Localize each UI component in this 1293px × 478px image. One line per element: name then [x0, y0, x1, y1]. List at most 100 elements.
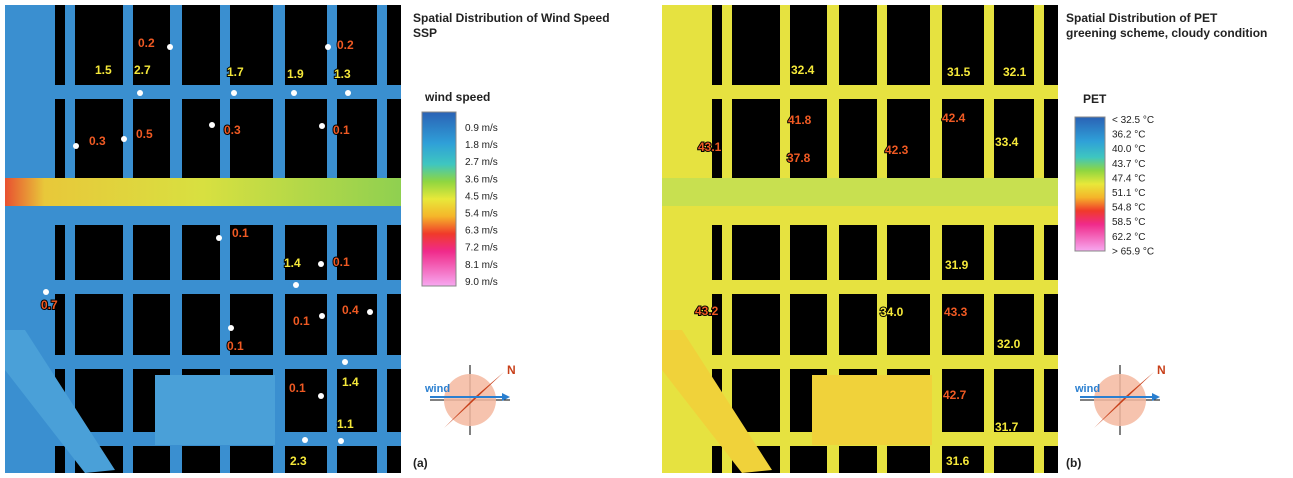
point — [43, 289, 49, 295]
legend-label: 6.3 m/s — [465, 226, 498, 237]
street — [377, 5, 387, 473]
legend-label: 7.2 m/s — [465, 243, 498, 254]
legend-label: 0.9 m/s — [465, 123, 498, 134]
point-label: 1.4 — [284, 256, 301, 270]
point — [318, 261, 324, 267]
point — [228, 325, 234, 331]
street — [780, 5, 790, 473]
point-label: 1.4 — [342, 375, 359, 389]
street — [5, 355, 401, 369]
street — [5, 85, 401, 99]
point-label: 0.1 — [289, 381, 306, 395]
street — [984, 5, 994, 473]
figure: Spatial Distribution of Wind Speed SSP w… — [0, 0, 1293, 478]
title: greening scheme, cloudy condition — [1066, 26, 1267, 40]
point-label: 1.3 — [334, 67, 351, 81]
point-label: 31.7 — [995, 420, 1019, 434]
point-label: 32.4 — [791, 63, 815, 77]
point — [367, 309, 373, 315]
street — [662, 355, 1058, 369]
legend-label: 5.4 m/s — [465, 209, 498, 220]
point-label: 0.2 — [337, 38, 354, 52]
point — [73, 143, 79, 149]
point-label: 43.3 — [944, 305, 968, 319]
point — [209, 122, 215, 128]
street — [5, 205, 401, 225]
point-label: 34.0 — [880, 305, 904, 319]
point-label: 1.7 — [227, 65, 244, 79]
street — [1034, 5, 1044, 473]
legend-label: > 65.9 °C — [1112, 246, 1154, 257]
north-label: N — [507, 363, 516, 377]
point-label: 0.1 — [232, 226, 249, 240]
point-label: 33.4 — [995, 135, 1019, 149]
title: Spatial Distribution of PET — [1066, 11, 1218, 25]
legend-title: PET — [1083, 92, 1107, 106]
legend-label: 62.2 °C — [1112, 232, 1145, 243]
color-bar — [422, 112, 456, 286]
color-bar — [1075, 117, 1105, 251]
point — [121, 136, 127, 142]
point — [137, 90, 143, 96]
compass: wind N — [424, 363, 516, 435]
open-area — [155, 375, 275, 445]
point-label: 0.4 — [342, 303, 359, 317]
street — [674, 5, 684, 473]
point — [167, 44, 173, 50]
wind-label: wind — [1074, 383, 1100, 395]
street — [662, 205, 1058, 225]
point-label: 1.5 — [95, 63, 112, 77]
point-label: 0.1 — [333, 255, 350, 269]
panel-label: (a) — [413, 456, 428, 470]
point-label: 2.7 — [134, 63, 151, 77]
point — [325, 44, 331, 50]
point-label: 0.3 — [89, 134, 106, 148]
wind-label: wind — [424, 383, 450, 395]
pet-map — [662, 5, 1058, 473]
point — [338, 438, 344, 444]
point-label: 0.5 — [136, 127, 153, 141]
point-label: 0.3 — [224, 123, 241, 137]
point-label: 42.3 — [885, 143, 909, 157]
point-label: 43.1 — [698, 140, 722, 154]
point — [231, 90, 237, 96]
point-label: 0.1 — [227, 339, 244, 353]
point-label: 0.7 — [41, 298, 58, 312]
point — [345, 90, 351, 96]
street — [662, 280, 1058, 294]
point-label: 31.9 — [945, 258, 969, 272]
legend-label: 47.4 °C — [1112, 173, 1145, 184]
legend-label: 36.2 °C — [1112, 130, 1145, 141]
point-label: 0.2 — [138, 36, 155, 50]
legend-label: 8.1 m/s — [465, 260, 498, 271]
legend-label: 4.5 m/s — [465, 191, 498, 202]
point — [319, 313, 325, 319]
point-label: 41.8 — [788, 113, 812, 127]
point-label: 2.3 — [290, 454, 307, 468]
point-label: 0.1 — [333, 123, 350, 137]
legend-label: 51.1 °C — [1112, 188, 1145, 199]
point — [216, 235, 222, 241]
title: Spatial Distribution of Wind Speed — [413, 11, 610, 25]
legend-label: 1.8 m/s — [465, 140, 498, 151]
point-label: 42.7 — [943, 388, 967, 402]
point — [342, 359, 348, 365]
point-label: 1.9 — [287, 67, 304, 81]
open-area — [812, 375, 932, 445]
legend-title: wind speed — [424, 90, 490, 104]
north-label: N — [1157, 363, 1166, 377]
point — [302, 437, 308, 443]
street — [5, 280, 401, 294]
legend-label: 2.7 m/s — [465, 157, 498, 168]
title: SSP — [413, 26, 437, 40]
street — [17, 5, 27, 473]
point — [319, 123, 325, 129]
point-label: 32.1 — [1003, 65, 1027, 79]
main-road — [662, 178, 1058, 206]
legend-label: 3.6 m/s — [465, 174, 498, 185]
legend-label: 9.0 m/s — [465, 277, 498, 288]
legend-label: < 32.5 °C — [1112, 115, 1154, 126]
point-label: 37.8 — [787, 151, 811, 165]
point-label: 42.4 — [942, 111, 966, 125]
legend-label: 40.0 °C — [1112, 144, 1145, 155]
